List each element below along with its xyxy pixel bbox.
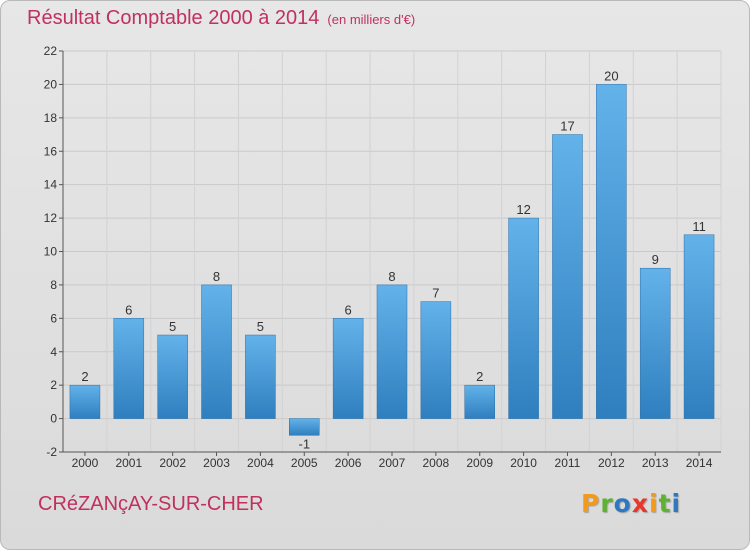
data-label: -1	[298, 436, 310, 451]
x-tick-label: 2010	[510, 456, 537, 470]
y-tick-label: 4	[50, 345, 57, 359]
data-label: 8	[388, 269, 395, 284]
logo-letter: t	[658, 489, 672, 518]
data-label: 2	[81, 369, 88, 384]
logo-letter: P	[581, 489, 601, 518]
y-tick-label: 8	[50, 278, 57, 292]
data-label: 6	[125, 302, 132, 317]
x-tick-label: 2013	[642, 456, 669, 470]
data-label: 12	[516, 202, 530, 217]
x-tick-label: 2012	[598, 456, 625, 470]
data-label: 8	[213, 269, 220, 284]
bar	[245, 334, 276, 419]
data-label: 20	[604, 68, 618, 83]
bar	[201, 284, 232, 419]
y-tick-label: 16	[44, 144, 58, 158]
y-tick-label: -2	[46, 445, 57, 459]
bar	[69, 384, 101, 419]
bar	[683, 234, 715, 419]
data-label: 11	[692, 219, 706, 234]
logo-letter: i	[671, 489, 682, 518]
logo-letter: r	[600, 489, 614, 518]
data-label: 2	[476, 369, 483, 384]
bar	[332, 318, 364, 419]
data-label: 17	[560, 119, 574, 134]
x-tick-label: 2009	[466, 456, 493, 470]
y-tick-label: 2	[50, 378, 57, 392]
y-tick-label: 22	[44, 44, 58, 58]
x-tick-label: 2008	[423, 456, 450, 470]
x-tick-label: 2014	[686, 456, 713, 470]
data-label: 6	[345, 302, 352, 317]
data-label: 9	[652, 252, 659, 267]
bars	[69, 84, 715, 436]
y-tick-label: 6	[50, 311, 57, 325]
logo-letter: x	[631, 489, 649, 518]
title-text: Résultat Comptable 2000 à 2014	[27, 7, 320, 29]
x-tick-label: 2004	[247, 456, 274, 470]
proxiti-logo[interactable]: Proxiti	[581, 489, 681, 518]
unit-note: (en milliers d'€)	[327, 12, 416, 27]
y-tick-label: 18	[44, 111, 58, 125]
data-label: 5	[169, 319, 176, 334]
data-label: 7	[432, 286, 439, 301]
chart-title: Résultat Comptable 2000 à 2014 (en millie…	[27, 7, 415, 30]
x-tick-label: 2001	[115, 456, 142, 470]
data-label: 5	[257, 319, 264, 334]
bar	[113, 318, 145, 419]
bar	[596, 84, 627, 419]
bar	[420, 301, 452, 419]
bar	[552, 134, 583, 419]
x-tick-label: 2007	[379, 456, 406, 470]
bar	[157, 334, 188, 419]
bar	[289, 418, 320, 436]
x-tick-label: 2011	[555, 456, 581, 470]
logo-letter: o	[613, 489, 632, 518]
y-tick-label: 10	[44, 245, 58, 259]
bar	[464, 384, 495, 419]
y-tick-label: 0	[50, 412, 57, 426]
x-tick-label: 2000	[72, 456, 99, 470]
x-tick-label: 2002	[159, 456, 186, 470]
x-tick-label: 2005	[291, 456, 318, 470]
logo-letter: i	[649, 489, 659, 518]
bar	[508, 217, 539, 419]
city-name: CRéZANçAY-SUR-CHER	[38, 493, 264, 515]
y-tick-label: 14	[44, 178, 58, 192]
x-tick-label: 2006	[335, 456, 362, 470]
y-tick-label: 20	[44, 77, 58, 91]
x-tick-label: 2003	[203, 456, 230, 470]
data-labels: 2 6 5 8 5 -1 6 8 7 2 12 17 20 9 11	[81, 68, 706, 451]
bar	[639, 267, 671, 419]
y-tick-label: 12	[44, 211, 58, 225]
bar	[376, 284, 408, 419]
